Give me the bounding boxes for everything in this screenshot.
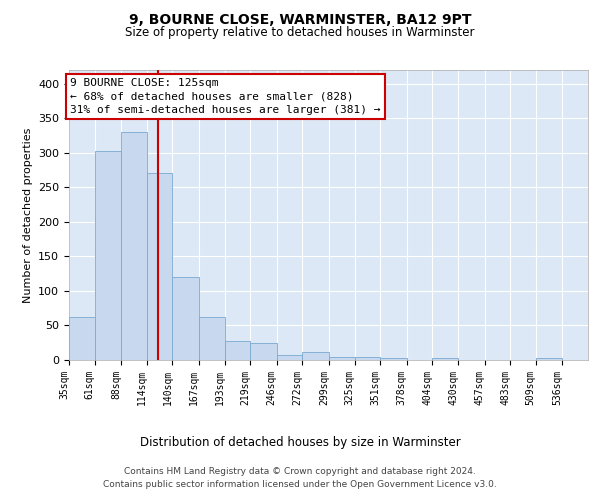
Text: Size of property relative to detached houses in Warminster: Size of property relative to detached ho… [125, 26, 475, 39]
Text: 9, BOURNE CLOSE, WARMINSTER, BA12 9PT: 9, BOURNE CLOSE, WARMINSTER, BA12 9PT [129, 12, 471, 26]
Bar [277, 355, 302, 360]
Text: 9 BOURNE CLOSE: 125sqm
← 68% of detached houses are smaller (828)
31% of semi-de: 9 BOURNE CLOSE: 125sqm ← 68% of detached… [70, 78, 380, 114]
Y-axis label: Number of detached properties: Number of detached properties [23, 128, 32, 302]
Bar [536, 358, 562, 360]
Bar [380, 358, 407, 360]
Bar [302, 352, 329, 360]
Bar [433, 358, 458, 360]
Bar [121, 132, 147, 360]
Bar [355, 357, 380, 360]
Bar [172, 277, 199, 360]
Text: Distribution of detached houses by size in Warminster: Distribution of detached houses by size … [140, 436, 460, 449]
Bar [250, 342, 277, 360]
Bar [329, 357, 355, 360]
Bar [199, 316, 224, 360]
Bar [224, 340, 250, 360]
Bar [95, 151, 121, 360]
Text: Contains public sector information licensed under the Open Government Licence v3: Contains public sector information licen… [103, 480, 497, 489]
Bar [147, 173, 172, 360]
Bar [69, 317, 95, 360]
Text: Contains HM Land Registry data © Crown copyright and database right 2024.: Contains HM Land Registry data © Crown c… [124, 467, 476, 476]
